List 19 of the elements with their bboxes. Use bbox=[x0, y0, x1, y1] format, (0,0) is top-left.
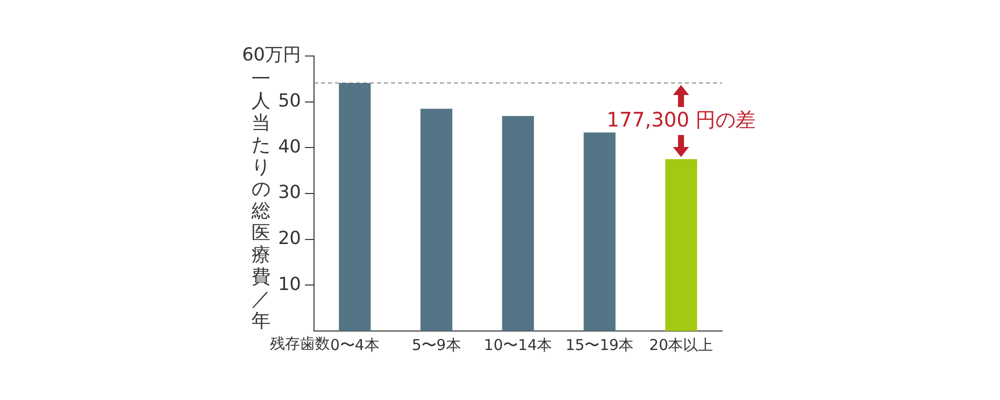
bar bbox=[338, 83, 371, 331]
bar bbox=[584, 132, 616, 331]
y-tick-label: 50 bbox=[278, 90, 301, 112]
x-axis-title: 残存歯数 bbox=[270, 334, 330, 352]
bar bbox=[665, 159, 698, 331]
y-tick-label: 10 bbox=[278, 274, 301, 295]
x-tick-label: 0〜4本 bbox=[330, 336, 380, 354]
text: 一人当たりの総医療費／年 bbox=[252, 68, 270, 332]
bar bbox=[420, 108, 452, 331]
x-tick-label: 5〜9本 bbox=[412, 336, 461, 354]
bar bbox=[502, 116, 534, 331]
x-tick-label: 10〜14本 bbox=[484, 336, 552, 354]
annotation: 177,300 円の差 bbox=[606, 107, 756, 132]
y-tick-label: 60万円 bbox=[242, 44, 301, 66]
x-tick-label: 15〜19本 bbox=[566, 336, 634, 354]
y-tick-label: 20 bbox=[278, 228, 301, 250]
y-tick-label: 30 bbox=[278, 182, 301, 204]
x-tick-label: 20本以上 bbox=[649, 336, 714, 354]
y-tick-label: 40 bbox=[278, 136, 301, 158]
